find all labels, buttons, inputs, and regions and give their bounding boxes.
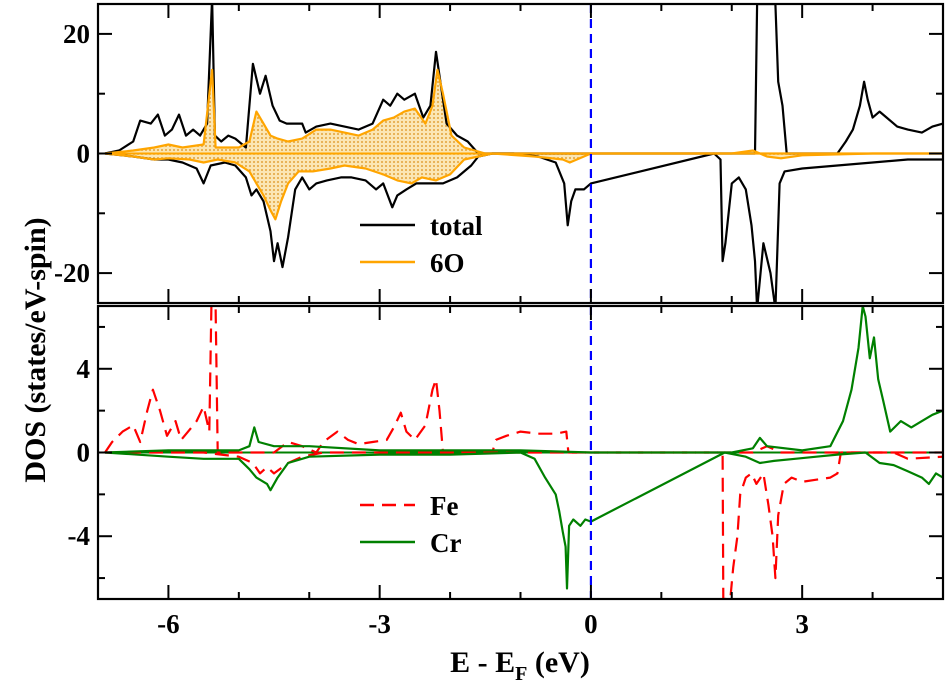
- series-total-down-line: [104, 152, 943, 303]
- y-axis-label: DOS (states/eV-spin): [19, 217, 52, 482]
- series-6o-down-fill: [105, 150, 943, 220]
- xtick-label: -6: [157, 609, 180, 639]
- series-cr-up-line: [104, 306, 943, 454]
- bottom-ytick-label: 4: [77, 354, 91, 384]
- xtick-label: -3: [368, 609, 391, 639]
- tick-labels-layer: 20 0 -20 4 0 -4 -6 -3 0 3: [54, 19, 809, 639]
- series-6o-up-line: [104, 68, 943, 155]
- x-axis-label: E - EF (eV): [450, 646, 590, 685]
- legend-total-label: total: [430, 211, 483, 241]
- x-axis-label-main: E - E: [450, 646, 515, 679]
- x-axis-label-unit: (eV): [527, 646, 589, 679]
- series-total-up-line: [104, 4, 943, 155]
- bottom-ytick-label: -4: [68, 521, 91, 551]
- top-panel-series-layer: [98, 4, 943, 303]
- legend-top: total 6O: [360, 211, 483, 278]
- axes-layer: [96, 2, 945, 601]
- xtick-label: 0: [584, 609, 598, 639]
- series-fe-down-line: [105, 451, 943, 599]
- legend-6o-label: 6O: [430, 248, 465, 278]
- legend-cr-label: Cr: [430, 528, 461, 558]
- top-ytick-label: 0: [77, 139, 91, 169]
- series-cr-down-line: [104, 451, 943, 590]
- series-6o-up-fill: [105, 69, 943, 154]
- top-ytick-label: 20: [63, 19, 90, 49]
- bottom-panel-series-layer: [98, 306, 943, 599]
- bottom-ytick-label: 0: [77, 438, 91, 468]
- top-ytick-label: -20: [54, 258, 90, 288]
- series-fe-up-line: [104, 306, 943, 454]
- x-axis-label-subscript: F: [515, 663, 527, 685]
- legend-fe-label: Fe: [430, 491, 458, 521]
- xtick-label: 3: [795, 609, 809, 639]
- top-panel-fill-layer: [105, 69, 943, 220]
- series-6o-down-line: [104, 149, 943, 221]
- legend-bottom: Fe Cr: [360, 491, 461, 558]
